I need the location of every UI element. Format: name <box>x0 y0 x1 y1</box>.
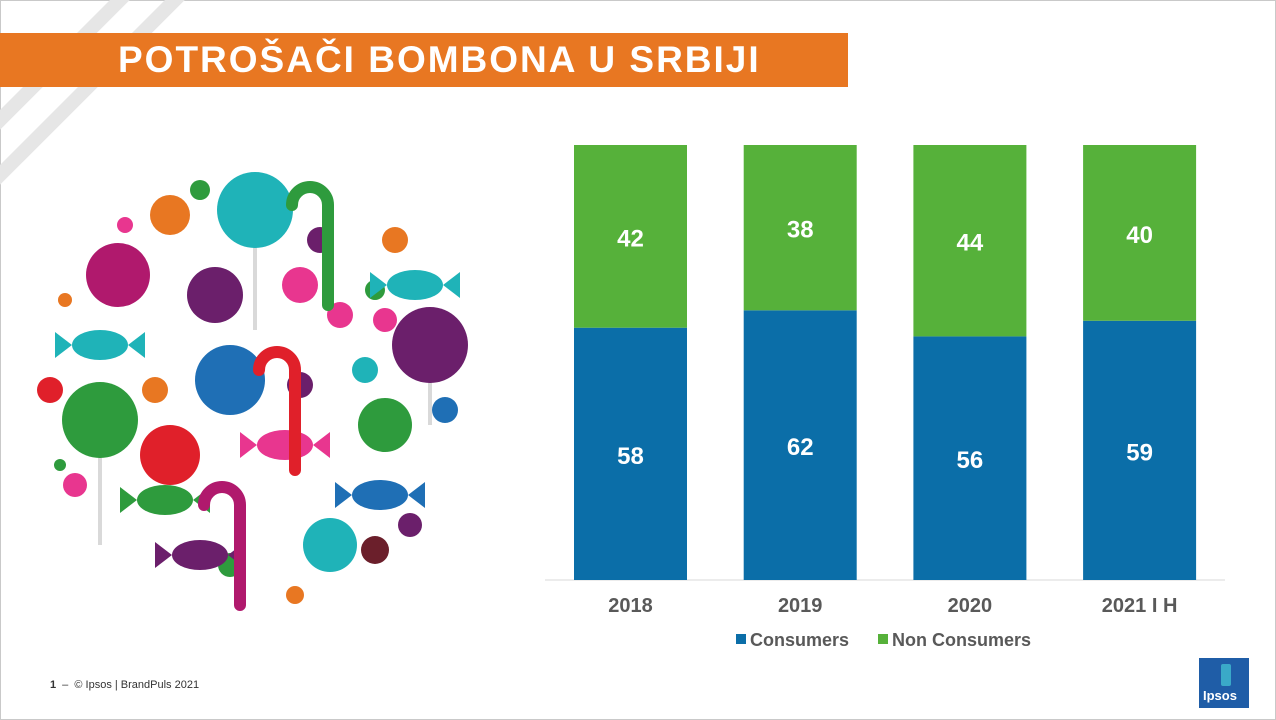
bar-non-consumers-0 <box>574 145 687 328</box>
data-label: 44 <box>957 230 984 257</box>
legend-label-0: Consumers <box>750 630 849 650</box>
data-label: 58 <box>617 443 644 470</box>
bar-consumers-0 <box>574 327 687 580</box>
data-label: 59 <box>1126 439 1153 466</box>
legend-swatch-0 <box>736 634 746 644</box>
data-label: 56 <box>957 447 984 474</box>
data-label: 40 <box>1126 222 1153 249</box>
page-title: POTROŠAČI BOMBONA U SRBIJI <box>118 39 761 80</box>
bar-non-consumers-3 <box>1083 145 1197 321</box>
x-tick-label: 2021 I H <box>1102 595 1178 617</box>
data-label: 38 <box>787 217 814 244</box>
x-tick-label: 2018 <box>608 595 653 617</box>
x-tick-label: 2019 <box>778 595 823 617</box>
logo-text: Ipsos <box>1203 688 1237 703</box>
footer-separator: – <box>62 679 69 691</box>
candy-illustration-icon <box>37 172 468 611</box>
title-bar: POTROŠAČI BOMBONA U SRBIJI <box>0 33 848 87</box>
bar-non-consumers-2 <box>913 145 1027 337</box>
footer: 1– © Ipsos | BrandPuls 2021 <box>50 679 199 691</box>
legend-swatch-1 <box>878 634 888 644</box>
page-number: 1 <box>50 679 57 691</box>
x-tick-label: 2020 <box>948 595 993 617</box>
data-label: 62 <box>787 434 814 461</box>
legend-label-1: Non Consumers <box>892 630 1031 650</box>
data-label: 42 <box>617 225 644 252</box>
bar-non-consumers-1 <box>743 145 857 311</box>
bar-consumers-1 <box>743 310 857 580</box>
ipsos-logo: Ipsos <box>1199 658 1249 708</box>
stacked-bar-chart: 58 42 2018 62 38 2019 56 44 2020 59 40 2021 I H Cons… <box>545 145 1225 650</box>
footer-copyright: © Ipsos | BrandPuls 2021 <box>74 679 200 691</box>
bar-consumers-2 <box>913 336 1027 580</box>
bar-consumers-3 <box>1083 320 1197 580</box>
